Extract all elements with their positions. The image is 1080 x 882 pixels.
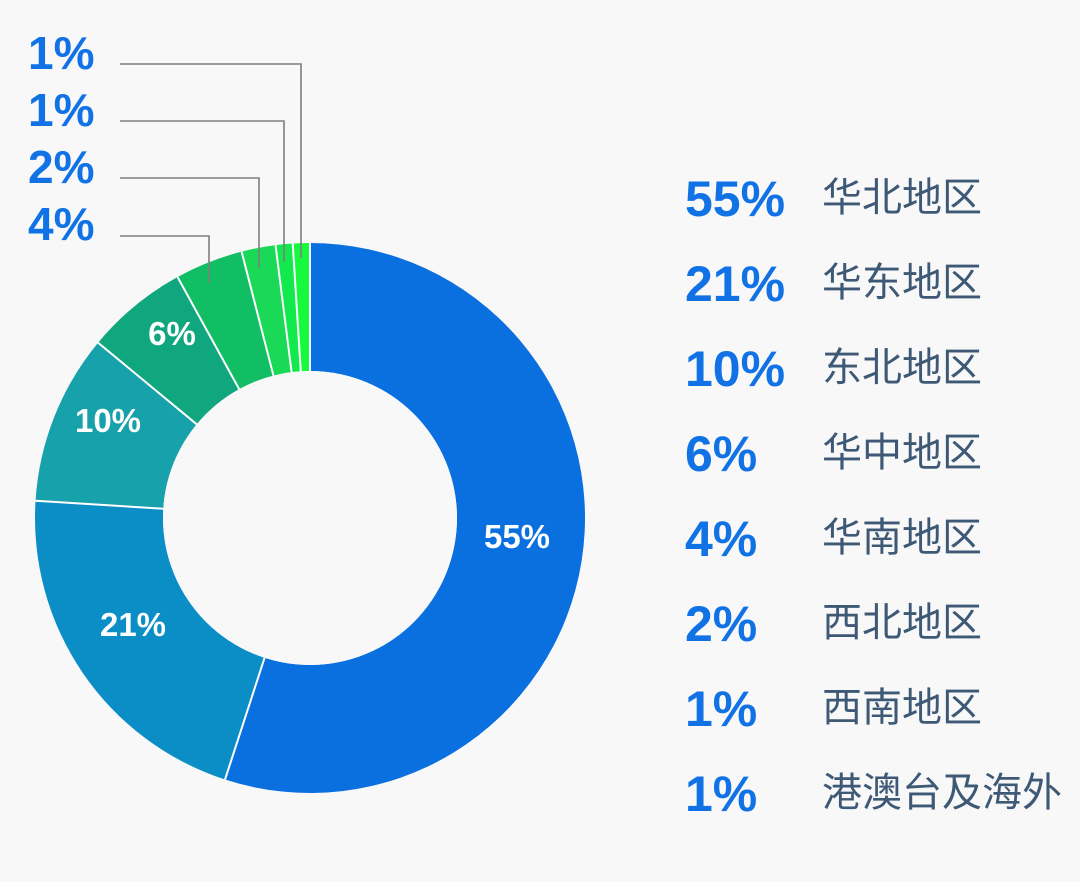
svg-text:6%: 6%	[148, 315, 196, 352]
svg-text:55%: 55%	[484, 518, 550, 555]
svg-text:10%: 10%	[75, 402, 141, 439]
svg-text:21%: 21%	[100, 606, 166, 643]
